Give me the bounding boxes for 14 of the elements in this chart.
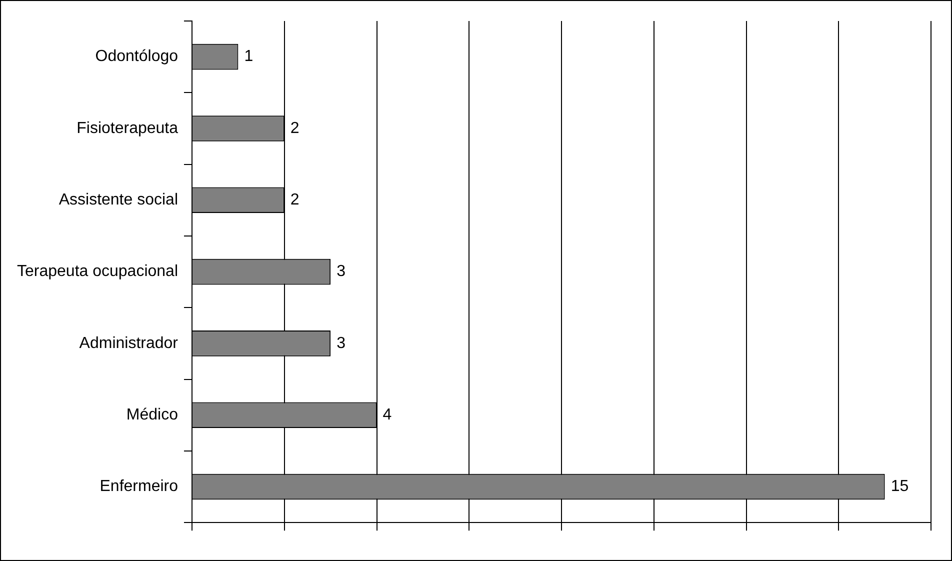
y-tick-label: Terapeuta ocupacional bbox=[16, 263, 178, 280]
data-label: 4 bbox=[382, 406, 392, 424]
data-label: 1 bbox=[244, 48, 254, 66]
y-tick-label: Médico bbox=[126, 406, 178, 424]
data-label: 15 bbox=[890, 478, 909, 496]
y-tick-label: Odontólogo bbox=[95, 48, 178, 66]
data-label: 3 bbox=[336, 263, 346, 280]
y-tick-label: Assistente social bbox=[58, 192, 178, 209]
y-tick-label: Fisioterapeuta bbox=[76, 120, 178, 137]
data-label: 2 bbox=[290, 120, 300, 137]
y-tick-label: Enfermeiro bbox=[100, 478, 178, 496]
y-tick-label: Administrador bbox=[79, 334, 179, 352]
data-label: 3 bbox=[336, 334, 346, 352]
data-label: 2 bbox=[290, 192, 300, 209]
